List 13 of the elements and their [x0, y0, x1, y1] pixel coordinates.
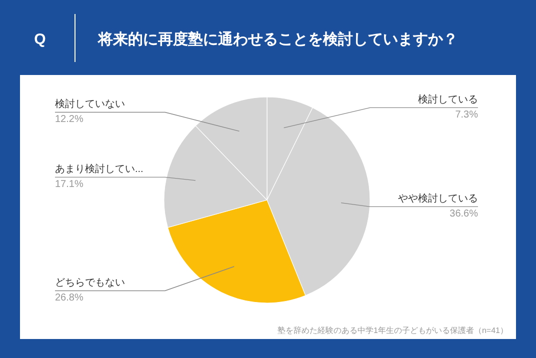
- slice-label: 検討している: [418, 94, 478, 106]
- data-label: 7.3%: [455, 110, 478, 121]
- data-label: 36.6%: [450, 208, 478, 220]
- chart-subtitle: Q: [34, 31, 46, 48]
- chart-title: 将来的に再度塾に通わせることを検討していますか？: [97, 30, 458, 48]
- data-label: 17.1%: [55, 179, 84, 190]
- data-label: 12.2%: [55, 114, 84, 126]
- data-label: 26.8%: [55, 292, 84, 304]
- slice-label: あまり検討してい...: [55, 163, 144, 176]
- slice-label: どちらでもない: [55, 278, 125, 289]
- slice-label: 検討していない: [55, 98, 125, 110]
- text: 塾を辞めた経験のある中学1年生の子どもがいる保護者（n=41）: [278, 326, 508, 335]
- slice-label: やや検討している: [398, 192, 478, 205]
